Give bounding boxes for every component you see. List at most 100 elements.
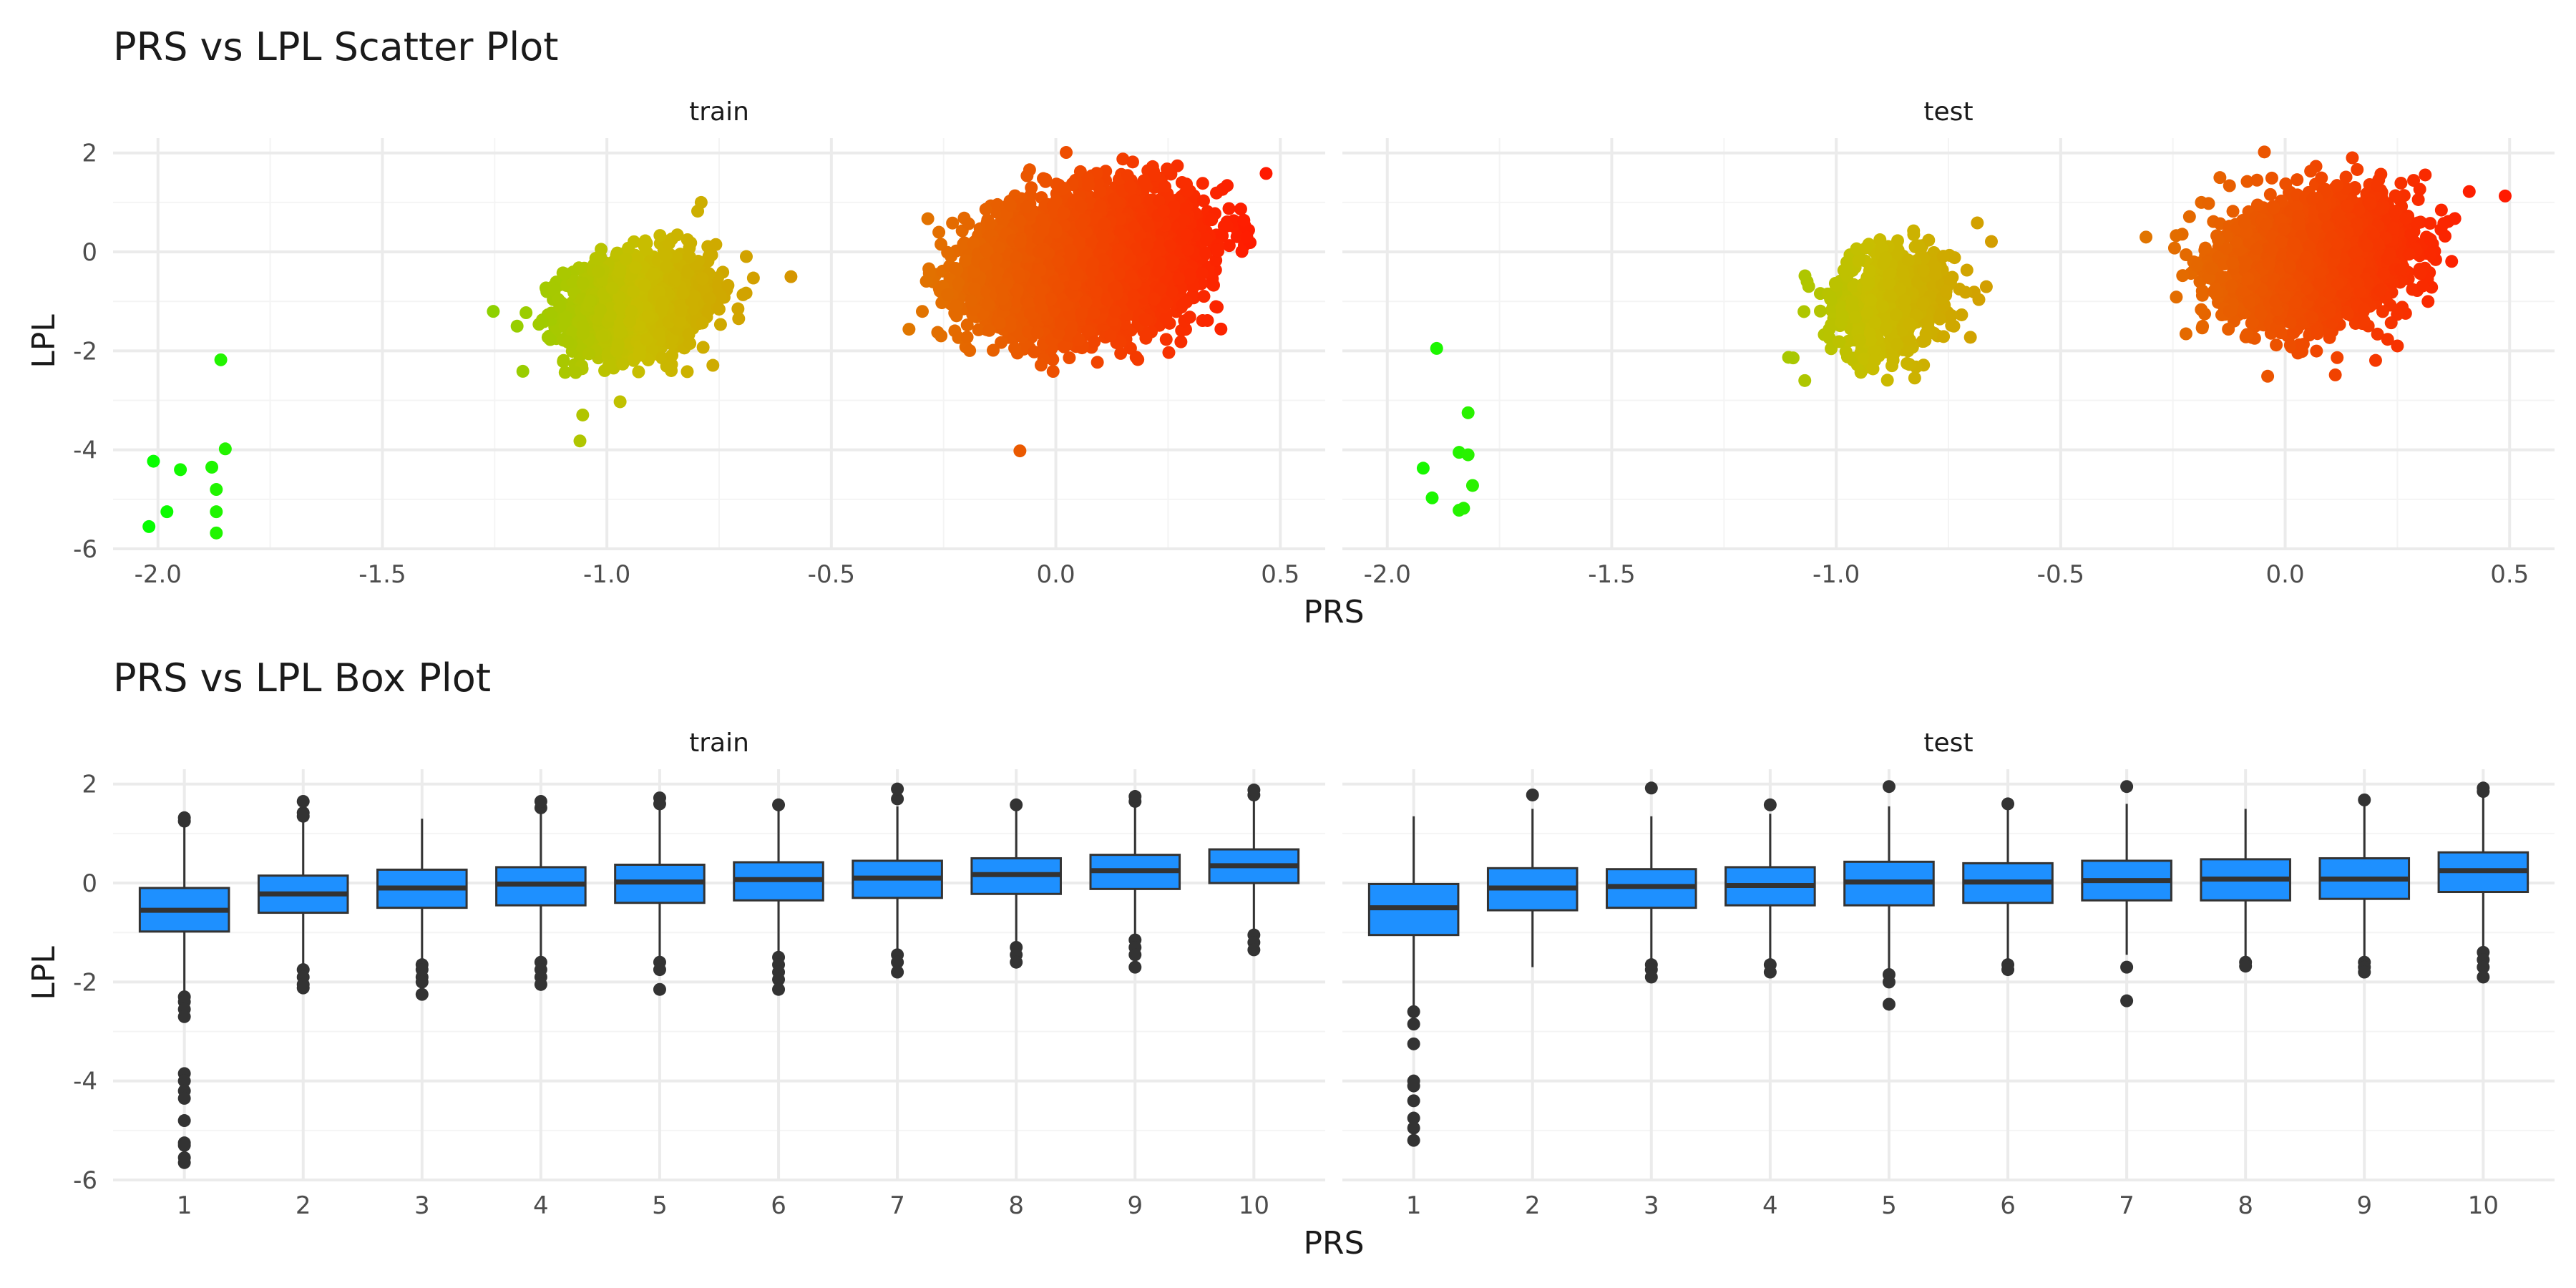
scatter-point: [205, 460, 219, 474]
scatter-point: [960, 331, 974, 344]
scatter-point: [210, 505, 223, 519]
y-tick-label: -6: [73, 535, 97, 564]
scatter-point: [713, 318, 727, 331]
scatter-point: [210, 483, 223, 497]
scatter-points: [142, 146, 1273, 540]
scatter-point: [1025, 181, 1038, 195]
scatter-point: [739, 250, 753, 263]
scatter-point: [613, 395, 627, 409]
scatter-point: [569, 366, 582, 379]
scatter-point: [902, 323, 916, 336]
scatter-point: [732, 312, 746, 326]
scatter-point: [709, 238, 723, 251]
scatter-point: [561, 336, 575, 349]
y-tick-label: -4: [73, 436, 97, 465]
scatter-point: [160, 505, 174, 519]
scatter-point: [696, 341, 710, 354]
scatter-point: [622, 241, 635, 255]
scatter-point: [660, 260, 673, 273]
x-tick-label: -0.5: [808, 560, 855, 589]
x-tick-label: 0.0: [1037, 560, 1075, 589]
scatter-point: [638, 278, 651, 292]
y-tick-label: 2: [82, 140, 97, 168]
scatter-point: [576, 408, 590, 421]
scatter-point: [613, 323, 627, 337]
scatter-point: [931, 326, 945, 339]
scatter-point: [619, 252, 633, 265]
scatter-point: [544, 333, 557, 346]
scatter-point: [613, 265, 627, 278]
scatter-point: [659, 249, 673, 263]
scatter-point: [1091, 356, 1104, 369]
scatter-point: [647, 267, 660, 280]
scatter-point: [1063, 351, 1076, 365]
scatter-point: [669, 250, 683, 263]
x-tick-label: 0.5: [1261, 560, 1299, 589]
scatter-point: [676, 286, 690, 300]
scatter-point: [487, 305, 500, 318]
scatter-point: [558, 267, 572, 280]
scatter-point: [660, 359, 673, 373]
scatter-point: [613, 314, 627, 328]
scatter-point: [670, 228, 684, 242]
scatter-point: [576, 320, 590, 333]
scatter-point: [147, 454, 160, 468]
scatter-point: [696, 272, 709, 286]
scatter-point: [592, 265, 605, 278]
scatter-point: [697, 282, 711, 296]
scatter-point: [553, 300, 567, 313]
scatter-point: [680, 365, 694, 379]
scatter-point: [582, 347, 595, 361]
scatter-point: [673, 315, 687, 328]
x-tick-label: -1.0: [583, 560, 630, 589]
scatter-point: [921, 212, 935, 225]
scatter-point: [616, 357, 630, 371]
scatter-y-axis-title: LPL: [26, 314, 62, 369]
scatter-point: [703, 292, 716, 306]
y-tick-label: 0: [82, 238, 97, 267]
scatter-point: [642, 309, 655, 323]
scatter-point: [535, 313, 549, 327]
scatter-point: [731, 302, 745, 316]
scatter-point: [142, 519, 156, 533]
scatter-point: [963, 343, 977, 357]
scatter-point: [668, 272, 681, 286]
scatter-point: [1206, 278, 1220, 292]
scatter-point: [1162, 346, 1176, 359]
scatter-point: [516, 364, 530, 378]
scatter-point: [174, 463, 187, 477]
scatter-point: [602, 358, 616, 372]
scatter-point: [218, 442, 232, 456]
scatter-point: [683, 250, 696, 264]
scatter-x-axis-title: PRS: [1303, 594, 1364, 630]
scatter-point: [653, 229, 667, 243]
scatter-point: [610, 344, 623, 358]
x-tick-label: -2.0: [135, 560, 182, 589]
scatter-point: [665, 332, 679, 346]
scatter-point: [623, 315, 637, 328]
scatter-point: [736, 288, 750, 301]
scatter-panel-train: -2.0 -1.5 -1.0 -0.5 0.0 0.5-6-4-202: [73, 138, 1325, 589]
scatter-point: [566, 325, 580, 338]
scatter-point: [627, 285, 640, 298]
scatter-point: [605, 281, 619, 295]
scatter-facet-label-test: test: [1923, 97, 1973, 127]
scatter-title: PRS vs LPL Scatter Plot: [113, 24, 558, 69]
scatter-point: [1222, 202, 1236, 215]
scatter-point: [603, 309, 617, 323]
scatter-point: [613, 302, 627, 316]
scatter-point: [557, 355, 570, 369]
scatter-point: [701, 255, 715, 268]
scatter-point: [746, 271, 760, 285]
scatter-point: [712, 303, 726, 316]
scatter-point: [1259, 167, 1273, 180]
scatter-facet-label-train: train: [689, 97, 749, 127]
scatter-point: [638, 234, 652, 248]
scatter-point: [629, 260, 643, 274]
scatter-point: [640, 333, 653, 346]
scatter-point: [652, 327, 665, 341]
scatter-point: [696, 316, 709, 330]
x-tick-label: -1.5: [358, 560, 406, 589]
scatter-point: [210, 526, 223, 540]
